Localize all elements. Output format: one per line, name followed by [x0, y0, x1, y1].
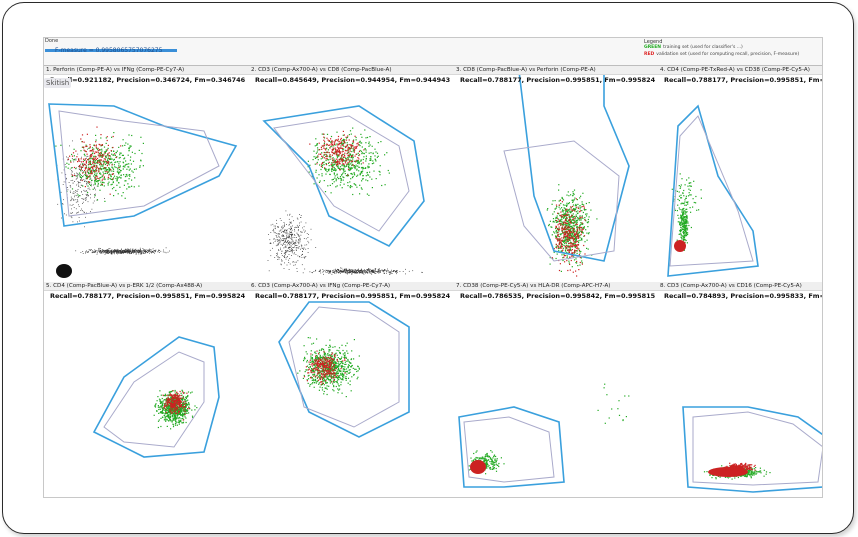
gate-inner [669, 115, 754, 267]
gate-outer [458, 406, 565, 488]
validation-cluster [674, 240, 686, 252]
panel-title: 4. CD4 (Comp-PE-TxRed-A) vs CD38 (Comp-P… [658, 66, 822, 75]
legend-text-train: training set (used for classifier's ...) [663, 45, 743, 50]
gate-outer [92, 336, 220, 458]
panel-metrics: Recall=0.788177, Precision=0.995851, Fm=… [460, 76, 656, 84]
gate-outer [278, 301, 410, 438]
gate-inner [273, 115, 410, 232]
background-points [267, 210, 317, 272]
training-points [297, 337, 360, 398]
training-points [307, 127, 390, 196]
scatter-plot-1 [48, 103, 238, 278]
plot-panel-8: 8. CD3 (Comp-Ax700-A) vs CD16 (Comp-PE-C… [658, 282, 822, 497]
scatter-plot-2 [262, 105, 425, 275]
plot-panel-1: 1. Perforin (Comp-PE-A) vs IFNg (Comp-PE… [44, 66, 250, 283]
gate-outer [667, 104, 759, 277]
gate-inner [503, 140, 620, 262]
validation-points [303, 350, 346, 385]
scatter-plot-8 [682, 406, 822, 493]
plot-panel-4: 4. CD4 (Comp-PE-TxRed-A) vs CD38 (Comp-P… [658, 66, 822, 283]
scatter-plot-5 [92, 336, 220, 458]
legend-key-train: GREEN [644, 45, 662, 50]
panel-metrics: Recall=0.845649, Precision=0.944954, Fm=… [255, 76, 451, 84]
scatter-plot-4 [667, 104, 759, 277]
validation-points [551, 198, 586, 277]
scatter-plot-7 [458, 383, 630, 488]
skitish-tag[interactable]: Skitish [44, 78, 72, 88]
training-points [55, 132, 144, 202]
legend-title: Legend [644, 39, 663, 45]
legend-text-validation: validation set (used for computing recal… [656, 52, 800, 57]
panel-title: 5. CD4 (Comp-PacBlue-A) vs p-ERK 1/2 (Co… [44, 282, 249, 291]
legend: Legend GREEN training set (used for class… [644, 39, 820, 63]
gate-inner [288, 306, 400, 428]
plot-panel-2: 2. CD3 (Comp-Ax700-A) vs CD8 (Comp-PacBl… [249, 66, 455, 283]
panel-metrics: Recall=0.788177, Precision=0.995851, Fm=… [50, 292, 246, 300]
scatter-plot-6 [278, 301, 410, 438]
gate-outer [682, 406, 822, 493]
plot-panel-7: 7. CD38 (Comp-PE-Cy5-A) vs HLA-DR (Comp-… [454, 282, 659, 497]
panel-metrics: Recall=0.921182, Precision=0.346724, Fm=… [50, 76, 246, 84]
fmeasure-text: F-measure = 0.9958065757076275 [55, 46, 163, 54]
panel-metrics: Recall=0.784893, Precision=0.995833, Fm=… [664, 292, 822, 300]
header-bar: Done F-measure = 0.9958065757076275 Lege… [44, 38, 822, 66]
gate-outer [262, 105, 425, 248]
legend-item-train: GREEN training set (used for classifier's… [644, 45, 743, 50]
panel-metrics: Recall=0.786535, Precision=0.995842, Fm=… [460, 292, 656, 300]
panel-title: 7. CD38 (Comp-PE-Cy5-A) vs HLA-DR (Comp-… [454, 282, 658, 291]
plot-panel-6: 6. CD3 (Comp-Ax700-A) vs IFNg (Comp-PE-C… [249, 282, 455, 497]
validation-cluster [470, 460, 486, 474]
panel-metrics: Recall=0.788177, Precision=0.995851, Fm=… [255, 292, 451, 300]
panel-title: 8. CD3 (Comp-Ax700-A) vs CD16 (Comp-PE-C… [658, 282, 822, 291]
panel-title: 1. Perforin (Comp-PE-A) vs IFNg (Comp-PE… [44, 66, 249, 75]
background-points [296, 267, 423, 275]
validation-points [724, 462, 756, 474]
validation-points [162, 390, 191, 421]
gate-inner [58, 110, 220, 217]
status-label: Done [45, 38, 59, 44]
background-points [75, 247, 170, 255]
validation-points [309, 130, 365, 176]
fmeasure-progress-bar [45, 49, 177, 52]
status-panel: Done F-measure = 0.9958065757076275 [44, 38, 304, 64]
plot-panel-3: 3. CD8 (Comp-PacBlue-A) vs Perforin (Com… [454, 66, 659, 283]
plot-panel-5: 5. CD4 (Comp-PacBlue-A) vs p-ERK 1/2 (Co… [44, 282, 250, 497]
panel-title: 3. CD8 (Comp-PacBlue-A) vs Perforin (Com… [454, 66, 658, 75]
gate-inner [103, 351, 205, 448]
app-window: Done F-measure = 0.9958065757076275 Lege… [43, 37, 823, 498]
training-points [597, 383, 630, 424]
panel-title: 6. CD3 (Comp-Ax700-A) vs IFNg (Comp-PE-C… [249, 282, 454, 291]
gate-inner [692, 411, 822, 486]
plot-grid: 1. Perforin (Comp-PE-A) vs IFNg (Comp-PE… [44, 66, 822, 497]
dense-cluster [56, 264, 72, 278]
gate-inner [463, 416, 555, 483]
scatter-plot-3 [503, 70, 630, 277]
validation-points [67, 126, 122, 195]
panel-title: 2. CD3 (Comp-Ax700-A) vs CD8 (Comp-PacBl… [249, 66, 454, 75]
legend-key-validation: RED [644, 52, 655, 57]
legend-item-validation: RED validation set (used for computing re… [644, 52, 799, 57]
panel-metrics: Recall=0.788177, Precision=0.995851, Fm=… [664, 76, 822, 84]
gate-outer [48, 103, 238, 227]
